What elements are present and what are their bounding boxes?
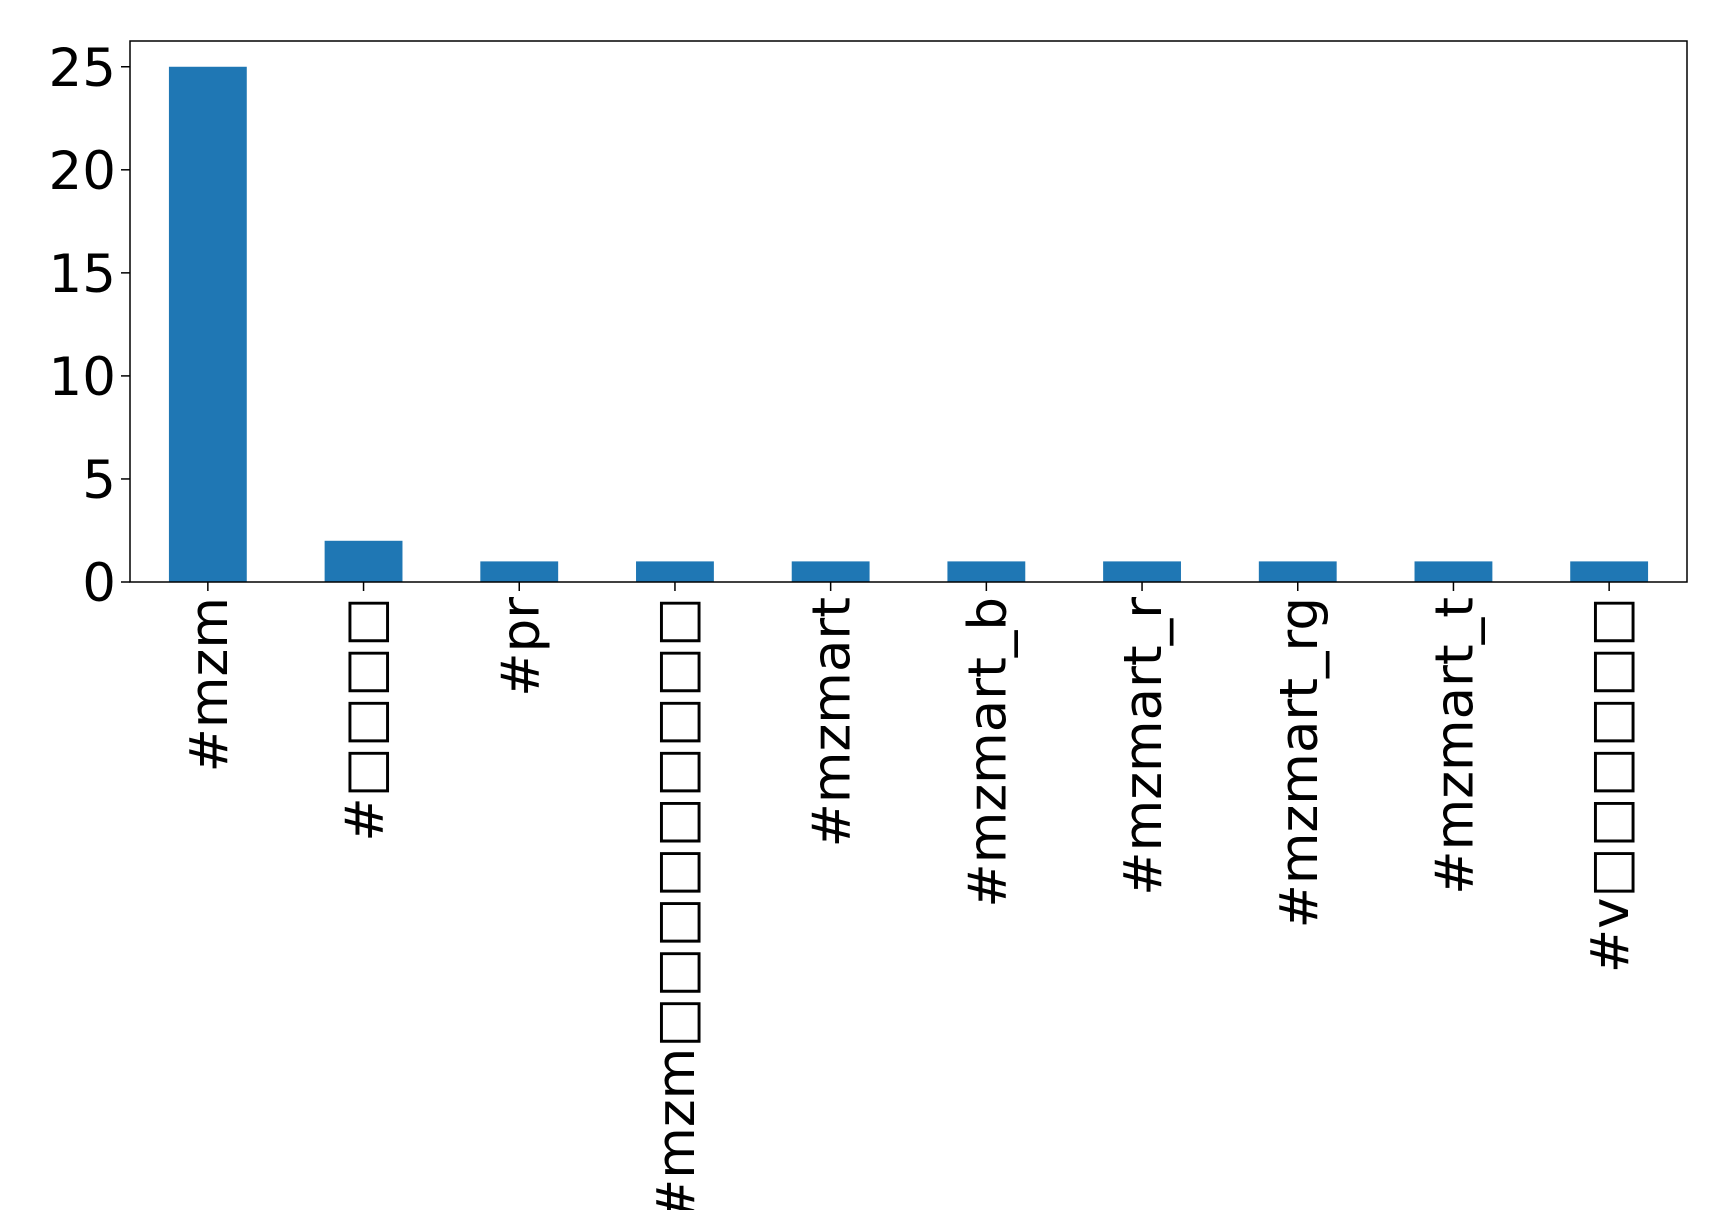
- y-tick-label: 25: [49, 38, 116, 99]
- x-tick-label: #□□□□: [335, 597, 396, 842]
- y-tick-label: 10: [49, 347, 116, 408]
- bar: [1414, 561, 1493, 582]
- y-tick-label: 5: [82, 450, 116, 511]
- x-tick-label: #mzmart_r: [1113, 597, 1174, 896]
- x-tick-label: #mzmart: [802, 597, 863, 848]
- y-tick-label: 0: [82, 553, 116, 614]
- x-tick-label: #pr: [490, 597, 551, 697]
- bar: [1258, 561, 1337, 582]
- y-tick-label: 20: [49, 141, 116, 202]
- bar: [636, 561, 714, 582]
- bar: [168, 66, 247, 582]
- x-tick-label: #v□□□□□□: [1580, 597, 1641, 973]
- bar: [324, 540, 403, 582]
- x-tick-label: #mzmart_t: [1424, 597, 1485, 895]
- bar: [1570, 561, 1649, 582]
- plot-frame: [129, 40, 1688, 583]
- bar: [480, 561, 559, 582]
- bar: [1103, 561, 1181, 582]
- x-tick-label: #mzm: [179, 597, 240, 773]
- y-tick-label: 15: [49, 244, 116, 305]
- bar: [791, 561, 870, 582]
- x-tick-label: #mzm□□□□□□□□□: [646, 597, 707, 1210]
- x-tick-label: #mzmart_b: [957, 597, 1018, 908]
- x-tick-label: #mzmart_rg: [1269, 597, 1330, 929]
- bar: [947, 561, 1026, 582]
